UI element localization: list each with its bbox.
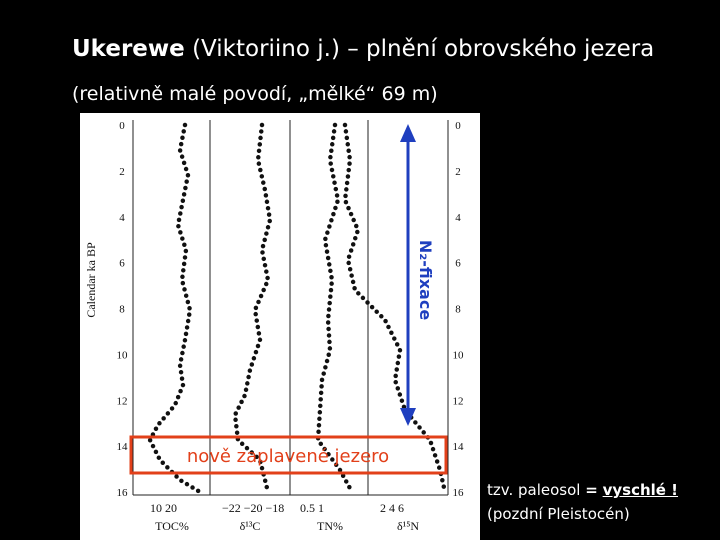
right-tick-label: 6 bbox=[455, 258, 461, 270]
right-tick-label: 16 bbox=[453, 487, 465, 499]
right-tick-label: 0 bbox=[455, 120, 461, 132]
annotation-fixation: N₂-fixace bbox=[416, 240, 435, 321]
note-emphasis: vyschlé ! bbox=[602, 481, 679, 499]
toc-scale: 10 20 bbox=[150, 501, 177, 515]
left-tick-label: 6 bbox=[119, 258, 125, 270]
note-text: tzv. paleosol bbox=[487, 481, 581, 499]
left-tick-label: 2 bbox=[119, 166, 125, 178]
left-tick-label: 0 bbox=[119, 120, 125, 132]
subtitle: (relativně malé povodí, „mělké“ 69 m) bbox=[72, 83, 438, 105]
tn-scale: 0.5 1 bbox=[300, 501, 324, 515]
toc-label: TOC% bbox=[155, 519, 189, 533]
d13c-profile bbox=[232, 122, 273, 495]
annotation-lake: nově zaplavené jezero bbox=[187, 446, 389, 467]
tn-label: TN% bbox=[317, 519, 343, 533]
tn-profile bbox=[315, 122, 355, 495]
d15n-scale: 2 4 6 bbox=[380, 501, 404, 515]
title-bold: Ukerewe bbox=[72, 36, 185, 62]
highlight-box bbox=[129, 435, 448, 475]
note-line-2: (pozdní Pleistocén) bbox=[487, 505, 630, 523]
left-tick-label: 14 bbox=[117, 441, 129, 453]
right-tick-label: 12 bbox=[453, 395, 464, 407]
note-line-1: tzv. paleosol = vyschlé ! bbox=[487, 481, 678, 499]
title: Ukerewe (Viktoriino j.) – plnění obrovsk… bbox=[72, 36, 654, 62]
arrow bbox=[400, 124, 416, 426]
left-tick-label: 4 bbox=[119, 212, 125, 224]
left-tick-label: 10 bbox=[117, 349, 129, 361]
d15n-label: δ¹⁵N bbox=[397, 519, 419, 533]
left-tick-label: 12 bbox=[117, 395, 128, 407]
right-tick-label: 10 bbox=[453, 349, 465, 361]
left-tick-label: 16 bbox=[117, 487, 129, 499]
note-equals: = bbox=[585, 481, 598, 499]
d13c-scale: −22 −20 −18 bbox=[222, 501, 284, 515]
right-tick-label: 4 bbox=[455, 212, 461, 224]
frame bbox=[132, 120, 449, 496]
d13c-label: δ¹³C bbox=[240, 519, 261, 533]
right-tick-label: 2 bbox=[455, 166, 461, 178]
title-rest: (Viktoriino j.) – plnění obrovského jeze… bbox=[192, 36, 655, 62]
left-tick-label: 8 bbox=[119, 304, 125, 316]
y-axis-title: Calendar ka BP bbox=[84, 242, 98, 318]
right-tick-label: 8 bbox=[455, 304, 461, 316]
toc-profile bbox=[147, 122, 203, 495]
d15n-profile bbox=[342, 122, 448, 495]
left-ticks: 0 0 2 2 4 4 6 6 8 8 10 10 12 12 14 14 16 16 bbox=[117, 120, 465, 499]
figure-background bbox=[80, 113, 480, 540]
right-tick-label: 14 bbox=[453, 441, 465, 453]
